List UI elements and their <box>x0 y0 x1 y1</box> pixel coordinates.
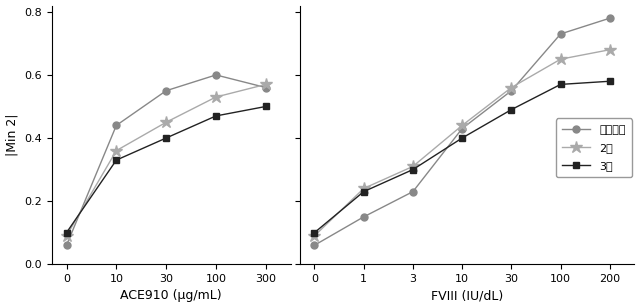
Y-axis label: |Min 2|: |Min 2| <box>6 114 19 156</box>
Line: 希釈なし: 希釈なし <box>311 15 613 249</box>
2倍 <box>310 234 318 238</box>
2倍 <box>262 83 269 86</box>
3倍 <box>63 231 70 234</box>
2倍 <box>360 187 367 190</box>
2倍 <box>163 120 170 124</box>
3倍 <box>113 158 120 162</box>
2倍 <box>113 149 120 152</box>
希釈なし <box>508 89 515 93</box>
Legend: 希釈なし, 2倍, 3倍: 希釈なし, 2倍, 3倍 <box>556 118 632 177</box>
2倍 <box>458 124 466 127</box>
2倍 <box>212 95 220 99</box>
3倍 <box>310 231 318 234</box>
希釈なし <box>458 127 466 130</box>
希釈なし <box>63 243 70 247</box>
2倍 <box>63 234 70 238</box>
3倍 <box>606 79 614 83</box>
希釈なし <box>310 243 318 247</box>
Line: 2倍: 2倍 <box>60 78 272 242</box>
3倍 <box>458 136 466 140</box>
希釈なし <box>557 32 564 36</box>
Line: 3倍: 3倍 <box>63 103 269 236</box>
X-axis label: ACE910 (μg/mL): ACE910 (μg/mL) <box>120 290 222 302</box>
Line: 2倍: 2倍 <box>308 43 616 242</box>
2倍 <box>409 164 417 168</box>
2倍 <box>508 86 515 89</box>
希釈なし <box>606 16 614 20</box>
希釈なし <box>113 124 120 127</box>
Line: 3倍: 3倍 <box>311 78 613 236</box>
3倍 <box>360 190 367 193</box>
2倍 <box>557 57 564 61</box>
希釈なし <box>212 73 220 77</box>
3倍 <box>557 83 564 86</box>
Line: 希釈なし: 希釈なし <box>63 71 269 249</box>
希釈なし <box>360 215 367 219</box>
3倍 <box>163 136 170 140</box>
3倍 <box>262 105 269 108</box>
希釈なし <box>163 89 170 93</box>
2倍 <box>606 48 614 51</box>
3倍 <box>508 108 515 111</box>
希釈なし <box>262 86 269 89</box>
X-axis label: FVIII (IU/dL): FVIII (IU/dL) <box>431 290 503 302</box>
希釈なし <box>409 190 417 193</box>
3倍 <box>409 168 417 171</box>
3倍 <box>212 114 220 118</box>
